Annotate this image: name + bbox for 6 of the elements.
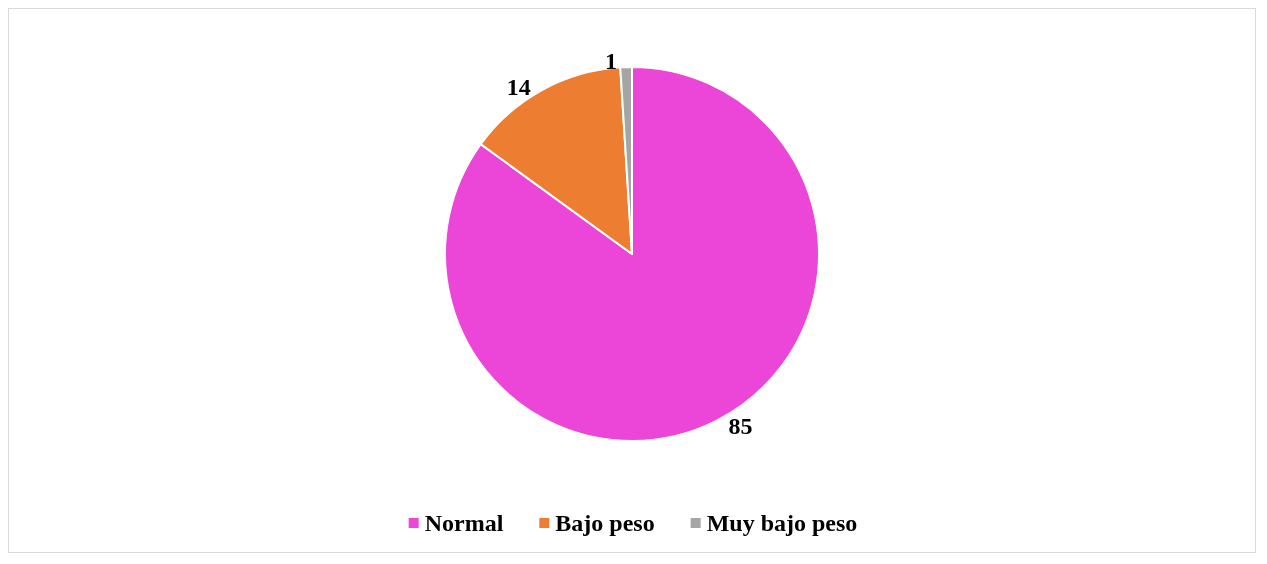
legend-label: Bajo peso — [555, 510, 655, 536]
legend-label: Normal — [424, 510, 504, 536]
legend-label: Muy bajo peso — [706, 510, 858, 536]
data-label: 85 — [728, 412, 753, 439]
data-label: 14 — [506, 74, 531, 101]
data-label: 1 — [604, 48, 617, 75]
